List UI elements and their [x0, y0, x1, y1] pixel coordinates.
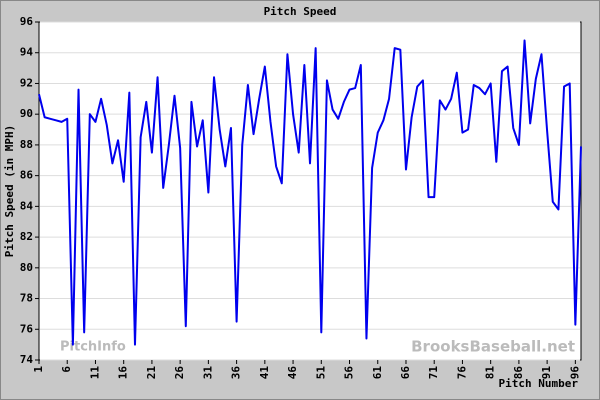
x-tick-label: 36 — [230, 366, 243, 380]
watermark: PitchInfo — [60, 340, 126, 355]
x-tick-label: 1 — [32, 366, 45, 373]
x-tick-label: 86 — [512, 366, 525, 380]
y-tick-label: 90 — [20, 107, 33, 120]
y-tick-label: 84 — [20, 199, 34, 212]
x-tick-label: 76 — [455, 366, 468, 380]
y-tick-label: 82 — [20, 230, 33, 243]
x-tick-label: 96 — [568, 366, 581, 380]
x-tick-label: 11 — [88, 366, 101, 380]
x-tick-label: 41 — [258, 366, 271, 380]
watermark: BrooksBaseball.net — [411, 338, 575, 356]
x-tick-label: 46 — [286, 366, 299, 380]
plot-area — [38, 21, 582, 361]
x-axis-label: Pitch Number — [499, 377, 579, 390]
y-tick-label: 88 — [20, 138, 33, 151]
x-tick-label: 56 — [343, 366, 356, 380]
y-tick-label: 76 — [20, 322, 34, 335]
x-tick-label: 6 — [60, 366, 73, 373]
x-tick-label: 71 — [427, 366, 440, 380]
y-axis-label: Pitch Speed (in MPH) — [3, 125, 16, 257]
y-tick-label: 78 — [20, 292, 33, 305]
y-tick-label: 96 — [20, 15, 34, 28]
x-tick-label: 51 — [314, 366, 327, 380]
y-tick-label: 94 — [20, 46, 34, 59]
chart-title: Pitch Speed — [264, 5, 337, 18]
y-tick-label: 74 — [20, 353, 34, 366]
x-tick-label: 91 — [540, 366, 553, 380]
x-tick-label: 16 — [117, 366, 130, 380]
y-tick-label: 92 — [20, 76, 33, 89]
x-tick-label: 66 — [399, 366, 412, 380]
y-tick-label: 86 — [20, 169, 34, 182]
x-tick-label: 61 — [371, 366, 384, 380]
data-line — [38, 39, 582, 346]
x-tick-label: 26 — [173, 366, 186, 380]
x-tick-label: 31 — [201, 366, 214, 380]
x-tick-label: 81 — [484, 366, 497, 380]
x-tick-label: 21 — [145, 366, 158, 380]
y-tick-label: 80 — [20, 261, 33, 274]
